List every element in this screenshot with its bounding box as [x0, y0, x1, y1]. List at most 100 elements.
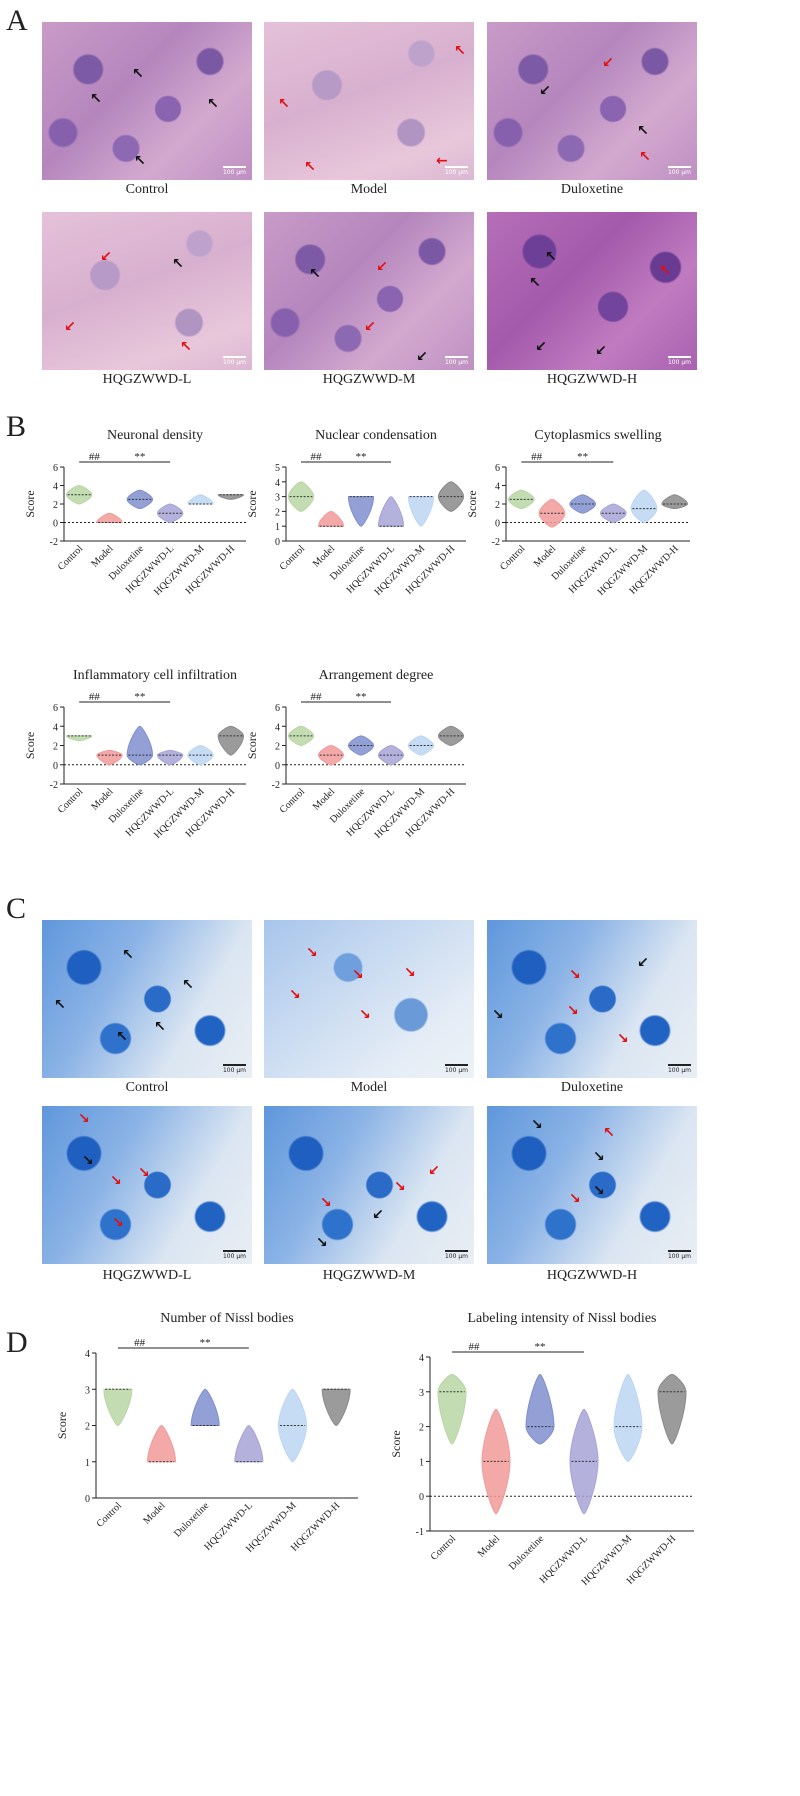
scale-bar: 100 μm [444, 166, 468, 176]
he-label-hqgzwwd-h: HQGZWWD-H [546, 372, 638, 387]
chart-labeling-intensity-of-nissl-bodies-title: Labeling intensity of Nissl bodies [468, 1311, 657, 1326]
panel-letter-c: C [6, 892, 27, 925]
chart-inflammatory-cell-infiltration-violin-duloxetine [126, 725, 154, 766]
chart-number-of-nissl-bodies-x-tick-label: Duloxetine [172, 1500, 212, 1540]
black-arrow-icon: ↘ [82, 1153, 94, 1169]
chart-neuronal-density-title: Neuronal density [107, 428, 203, 443]
chart-inflammatory-cell-infiltration-x-tick-label: Control [56, 786, 86, 816]
chart-labeling-intensity-of-nissl-bodies-violin-duloxetine [525, 1373, 555, 1445]
chart-neuronal-density-x-tick-label: HQGZWWD-H [184, 543, 237, 596]
chart-neuronal-density-violin-duloxetine [126, 489, 154, 510]
he-label-control: Control [125, 182, 169, 197]
chart-nuclear-condensation-title: Nuclear condensation [315, 428, 437, 443]
scale-bar: 100 μm [222, 1064, 246, 1074]
chart-inflammatory-cell-infiltration-y-tick-label: 2 [53, 742, 58, 753]
nissl-image-hqgzwwd-m: ↙ ↘ ↘ ↙ ↘ 100 μm [264, 1106, 474, 1264]
chart-labeling-intensity-of-nissl-bodies-x-tick-label: Duloxetine [507, 1533, 547, 1573]
he-image-hqgzwwd-l: ↙ ↖ ↙ ↖ 100 μm [42, 212, 252, 370]
nissl-label-hqgzwwd-m: HQGZWWD-M [322, 1268, 416, 1283]
scale-bar: 100 μm [667, 1250, 691, 1260]
black-arrow-icon: ↖ [529, 275, 541, 291]
chart-cytoplasmics-swelling-y-tick-label: 4 [495, 482, 500, 493]
black-arrow-icon: ↘ [316, 1235, 328, 1251]
scale-bar: 100 μm [667, 1064, 691, 1074]
scale-bar: 100 μm [444, 1064, 468, 1074]
chart-arrangement-degree-y-tick-label: 0 [275, 761, 280, 772]
chart-inflammatory-cell-infiltration-x-tick-label: Duloxetine [107, 786, 147, 826]
nissl-image-duloxetine: ↙ ↘ ↘ ↘ ↘ 100 μm [487, 920, 697, 1078]
red-arrow-icon: ↙ [364, 319, 376, 335]
red-arrow-icon: ↘ [352, 967, 364, 983]
black-arrow-icon: ↙ [637, 955, 649, 971]
chart-arrangement-degree-title: Arrangement degree [319, 668, 434, 683]
chart-number-of-nissl-bodies-sig-label: ** [200, 1337, 211, 1349]
nissl-label-control: Control [125, 1080, 169, 1095]
chart-cytoplasmics-swelling-violin-hqgzwwd-m [630, 489, 658, 524]
chart-cytoplasmics-swelling-y-tick-label: 6 [495, 463, 500, 474]
red-arrow-icon: ↘ [78, 1111, 90, 1127]
red-arrow-icon: ← [436, 153, 448, 169]
nissl-label-hqgzwwd-l: HQGZWWD-L [102, 1268, 192, 1283]
he-image-model: ↖ ↖ ↖ ← 100 μm [264, 22, 474, 180]
he-image-hqgzwwd-m: ↖ ↙ ↙ ↙ 100 μm [264, 212, 474, 370]
chart-labeling-intensity-of-nissl-bodies-sig-label: ## [469, 1341, 481, 1353]
chart-number-of-nissl-bodies-y-tick-label: 2 [85, 1422, 90, 1433]
chart-cytoplasmics-swelling-x-tick-label: Model [532, 543, 558, 569]
chart-inflammatory-cell-infiltration-violin-hqgzwwd-h [217, 725, 245, 756]
red-arrow-icon: ↖ [180, 339, 192, 355]
red-arrow-icon: ↖ [603, 1125, 615, 1141]
chart-neuronal-density-x-tick-label: Duloxetine [107, 543, 147, 583]
chart-arrangement-degree-violin-hqgzwwd-h [437, 725, 465, 747]
nissl-image-hqgzwwd-h: ↘ ↖ ↘ ↘ ↘ 100 μm [487, 1106, 697, 1264]
chart-nuclear-condensation-y-tick-label: 2 [275, 507, 280, 518]
nissl-label-duloxetine: Duloxetine [560, 1080, 624, 1095]
black-arrow-icon: ↙ [535, 339, 547, 355]
red-arrow-icon: ↘ [569, 1191, 581, 1207]
chart-number-of-nissl-bodies-x-tick-label: HQGZWWD-H [289, 1500, 342, 1553]
chart-nuclear-condensation-y-tick-label: 3 [275, 493, 280, 504]
chart-nuclear-condensation-violin-duloxetine [347, 496, 375, 527]
chart-nuclear-condensation-x-tick-label: HQGZWWD-L [345, 543, 398, 596]
chart-nuclear-condensation-y-tick-label: 0 [275, 537, 280, 548]
chart-number-of-nissl-bodies-y-tick-label: 1 [85, 1458, 90, 1469]
chart-neuronal-density-y-tick-label: 0 [53, 519, 58, 530]
chart-number-of-nissl-bodies-y-tick-label: 0 [85, 1494, 90, 1505]
chart-cytoplasmics-swelling-x-tick-label: HQGZWWD-H [627, 543, 680, 596]
chart-nuclear-condensation-x-tick-label: Model [311, 543, 337, 569]
chart-inflammatory-cell-infiltration-sig-label: ## [89, 691, 101, 703]
black-arrow-icon: ↖ [207, 96, 219, 112]
chart-number-of-nissl-bodies-violin-hqgzwwd-m [277, 1388, 308, 1463]
chart-labeling-intensity-of-nissl-bodies-violin-hqgzwwd-h [657, 1373, 687, 1445]
red-arrow-icon: ↙ [428, 1163, 440, 1179]
chart-number-of-nissl-bodies-y-tick-label: 4 [85, 1349, 90, 1360]
chart-number-of-nissl-bodies-violin-hqgzwwd-h [321, 1388, 351, 1427]
black-arrow-icon: ↖ [90, 91, 102, 107]
chart-number-of-nissl-bodies-x-tick-label: HQGZWWD-L [202, 1500, 255, 1553]
panel-letter-b: B [6, 410, 27, 443]
panel-letter-d: D [6, 1326, 28, 1359]
chart-arrangement-degree-y-tick-label: 4 [275, 722, 280, 733]
chart-arrangement-degree-x-tick-label: HQGZWWD-H [404, 786, 457, 839]
red-arrow-icon: ↘ [359, 1007, 371, 1023]
chart-inflammatory-cell-infiltration-title: Inflammatory cell infiltration [73, 668, 237, 683]
chart-inflammatory-cell-infiltration-violin-hqgzwwd-m [187, 744, 214, 766]
chart-nuclear-condensation-y-tick-label: 5 [275, 463, 280, 474]
scale-bar: 100 μm [444, 1250, 468, 1260]
chart-labeling-intensity-of-nissl-bodies-y-tick-label: 1 [419, 1457, 424, 1468]
nissl-image-hqgzwwd-l: ↘ ↘ ↘ ↘ ↘ 100 μm [42, 1106, 252, 1264]
chart-nuclear-condensation-violin-model [317, 510, 345, 527]
chart-number-of-nissl-bodies-violin-hqgzwwd-l [234, 1424, 264, 1463]
chart-arrangement-degree-violin-model [317, 744, 345, 766]
chart-nuclear-condensation-x-tick-label: Duloxetine [328, 543, 368, 583]
chart-inflammatory-cell-infiltration-y-tick-label: -2 [50, 780, 58, 791]
red-arrow-icon: ↖ [639, 149, 651, 165]
black-arrow-icon: ↖ [116, 1029, 128, 1045]
chart-number-of-nissl-bodies-violin-control [103, 1388, 133, 1427]
chart-cytoplasmics-swelling-violin-model [538, 498, 566, 528]
chart-inflammatory-cell-infiltration-x-tick-label: HQGZWWD-L [124, 786, 177, 839]
chart-inflammatory-cell-infiltration-sig-label: ** [134, 691, 145, 703]
chart-inflammatory-cell-infiltration-y-tick-label: 4 [53, 722, 58, 733]
he-image-control: ↖ ↖ ↖ ↖ 100 μm [42, 22, 252, 180]
chart-labeling-intensity-of-nissl-bodies-violin-model [481, 1408, 511, 1515]
chart-cytoplasmics-swelling-x-tick-label: HQGZWWD-M [596, 543, 651, 598]
